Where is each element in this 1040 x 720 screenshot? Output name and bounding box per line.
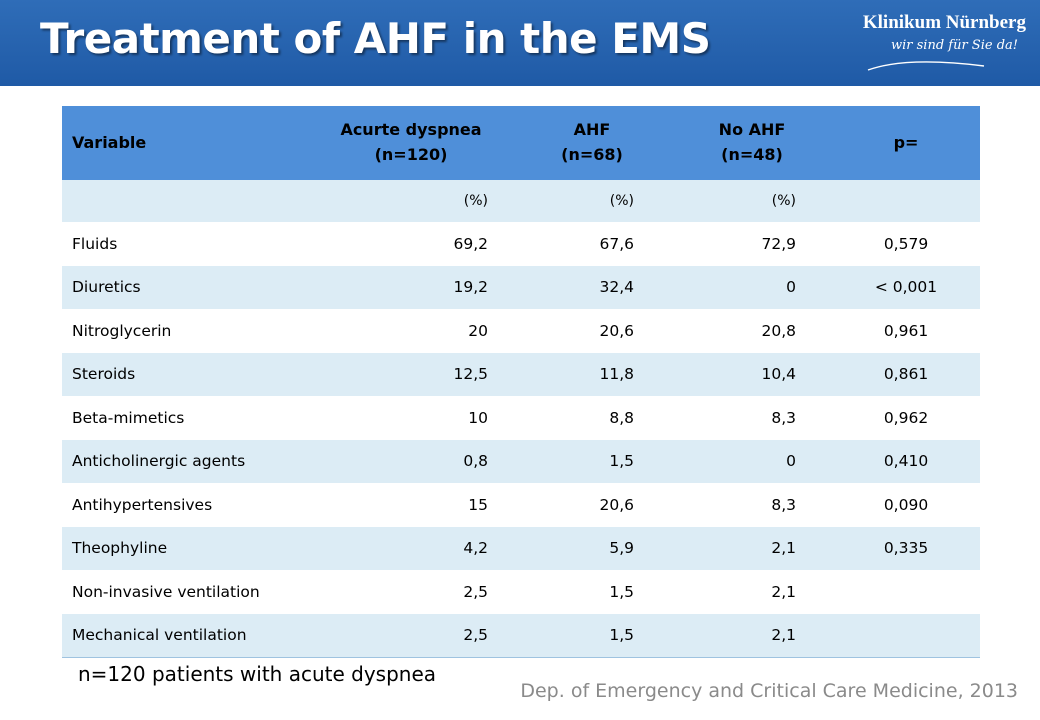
header-p-value: p= <box>832 106 980 180</box>
ahf-cell: 1,5 <box>512 570 672 614</box>
table-row: Beta-mimetics 10 8,8 8,3 0,962 <box>62 396 980 440</box>
table-row: Nitroglycerin 20 20,6 20,8 0,961 <box>62 309 980 353</box>
p-value-cell: 0,579 <box>832 222 980 266</box>
no-ahf-cell: 0 <box>672 439 832 483</box>
table-row: Non-invasive ventilation 2,5 1,5 2,1 <box>62 570 980 614</box>
units-cell: (%) <box>672 180 832 222</box>
ahf-cell: 8,8 <box>512 396 672 440</box>
treatment-table: Variable Acurte dyspnea (n=120) AHF (n=68)… <box>62 106 980 658</box>
table-row: Theophyline 4,2 5,9 2,1 0,335 <box>62 526 980 570</box>
header-acute-dyspnea: Acurte dyspnea (n=120) <box>310 106 512 180</box>
logo-swoosh-icon <box>867 61 985 71</box>
p-value-cell: 0,410 <box>832 439 980 483</box>
p-value-cell: 0,961 <box>832 309 980 353</box>
table-row: Fluids 69,2 67,6 72,9 0,579 <box>62 222 980 266</box>
units-cell <box>62 180 310 222</box>
variable-cell: Anticholinergic agents <box>62 439 310 483</box>
no-ahf-cell: 20,8 <box>672 309 832 353</box>
logo-name: Klinikum Nürnberg <box>862 12 1026 33</box>
acute-dyspnea-cell: 2,5 <box>310 613 512 658</box>
logo-slogan: wir sind für Sie da! <box>890 38 1018 53</box>
units-row: (%) (%) (%) <box>62 180 980 222</box>
p-value-cell: 0,335 <box>832 526 980 570</box>
ahf-cell: 11,8 <box>512 352 672 396</box>
ahf-cell: 5,9 <box>512 526 672 570</box>
acute-dyspnea-cell: 4,2 <box>310 526 512 570</box>
slide-title: Treatment of AHF in the EMS <box>40 14 711 63</box>
p-value-cell: 0,861 <box>832 352 980 396</box>
table-row: Steroids 12,5 11,8 10,4 0,861 <box>62 352 980 396</box>
ahf-cell: 1,5 <box>512 613 672 658</box>
variable-cell: Theophyline <box>62 526 310 570</box>
table-header-row: Variable Acurte dyspnea (n=120) AHF (n=68)… <box>62 106 980 180</box>
acute-dyspnea-cell: 12,5 <box>310 352 512 396</box>
acute-dyspnea-cell: 15 <box>310 483 512 527</box>
acute-dyspnea-cell: 19,2 <box>310 265 512 309</box>
units-cell: (%) <box>512 180 672 222</box>
ahf-cell: 32,4 <box>512 265 672 309</box>
variable-cell: Fluids <box>62 222 310 266</box>
acute-dyspnea-cell: 20 <box>310 309 512 353</box>
no-ahf-cell: 2,1 <box>672 570 832 614</box>
units-cell: (%) <box>310 180 512 222</box>
no-ahf-cell: 0 <box>672 265 832 309</box>
p-value-cell <box>832 570 980 614</box>
table-row: Anticholinergic agents 0,8 1,5 0 0,410 <box>62 439 980 483</box>
variable-cell: Nitroglycerin <box>62 309 310 353</box>
header-ahf: AHF (n=68) <box>512 106 672 180</box>
title-bar: Treatment of AHF in the EMS Klinikum Nür… <box>0 0 1040 86</box>
ahf-cell: 1,5 <box>512 439 672 483</box>
ahf-cell: 20,6 <box>512 309 672 353</box>
no-ahf-cell: 8,3 <box>672 396 832 440</box>
variable-cell: Beta-mimetics <box>62 396 310 440</box>
footnote: n=120 patients with acute dyspnea <box>78 662 437 686</box>
table-row: Antihypertensives 15 20,6 8,3 0,090 <box>62 483 980 527</box>
ahf-cell: 67,6 <box>512 222 672 266</box>
source-citation: Dep. of Emergency and Critical Care Medi… <box>520 680 1018 702</box>
no-ahf-cell: 2,1 <box>672 613 832 658</box>
acute-dyspnea-cell: 10 <box>310 396 512 440</box>
no-ahf-cell: 8,3 <box>672 483 832 527</box>
table-row: Mechanical ventilation 2,5 1,5 2,1 <box>62 613 980 658</box>
header-variable: Variable <box>62 106 310 180</box>
header-no-ahf: No AHF (n=48) <box>672 106 832 180</box>
variable-cell: Non-invasive ventilation <box>62 570 310 614</box>
acute-dyspnea-cell: 2,5 <box>310 570 512 614</box>
no-ahf-cell: 72,9 <box>672 222 832 266</box>
variable-cell: Antihypertensives <box>62 483 310 527</box>
p-value-cell: < 0,001 <box>832 265 980 309</box>
p-value-cell: 0,090 <box>832 483 980 527</box>
variable-cell: Steroids <box>62 352 310 396</box>
no-ahf-cell: 2,1 <box>672 526 832 570</box>
no-ahf-cell: 10,4 <box>672 352 832 396</box>
ahf-cell: 20,6 <box>512 483 672 527</box>
acute-dyspnea-cell: 0,8 <box>310 439 512 483</box>
klinikum-logo: Klinikum Nürnberg wir sind für Sie da! <box>846 12 1026 72</box>
p-value-cell: 0,962 <box>832 396 980 440</box>
units-cell <box>832 180 980 222</box>
table-row: Diuretics 19,2 32,4 0 < 0,001 <box>62 265 980 309</box>
variable-cell: Diuretics <box>62 265 310 309</box>
acute-dyspnea-cell: 69,2 <box>310 222 512 266</box>
p-value-cell <box>832 613 980 658</box>
variable-cell: Mechanical ventilation <box>62 613 310 658</box>
